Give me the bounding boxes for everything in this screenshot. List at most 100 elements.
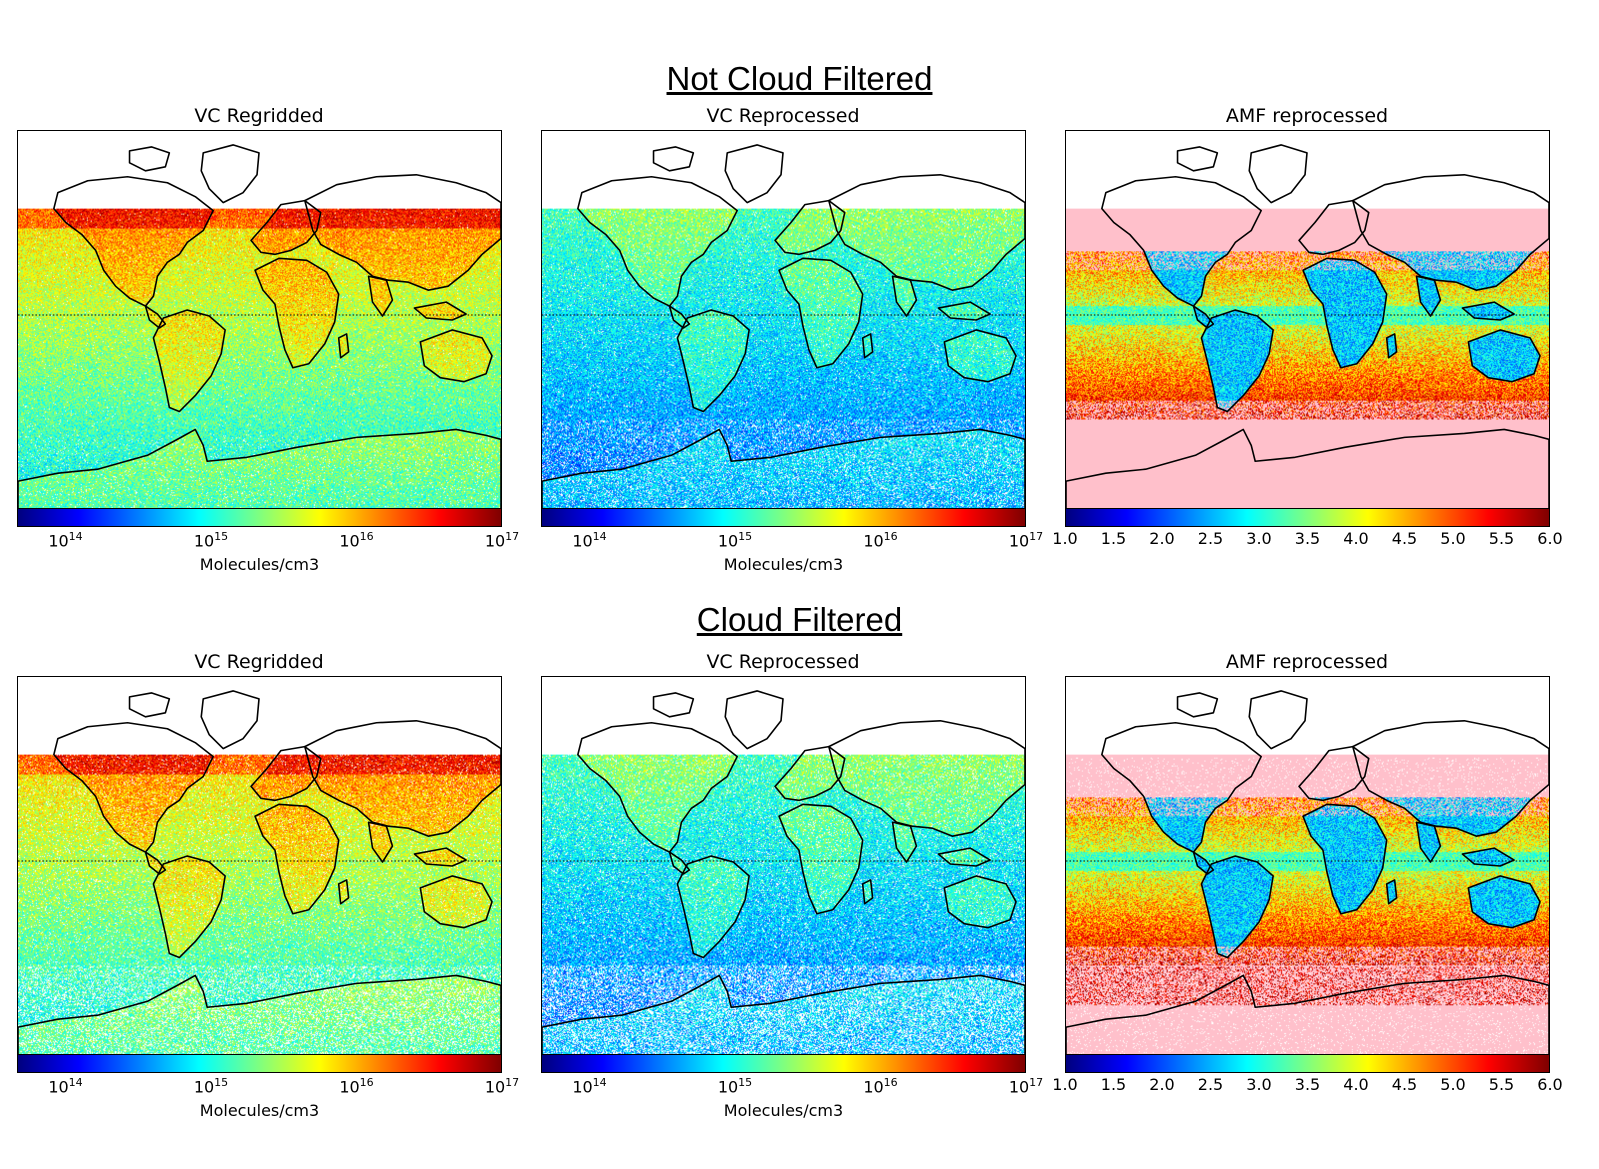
tick-base: 10 [193, 1077, 215, 1097]
colorbar-label: Molecules/cm3 [723, 1101, 844, 1120]
coastline [1352, 719, 1549, 837]
coastline [1415, 275, 1442, 317]
colorbar-tick-label: 1014 [572, 531, 606, 549]
tick-exponent: 16 [359, 1076, 374, 1089]
coastline [828, 719, 1025, 837]
colorbar-tick-label: 4.0 [1343, 529, 1369, 548]
colorbar-tick-label: 6.0 [1537, 1075, 1563, 1094]
tick-exponent: 14 [68, 1076, 83, 1089]
tick-exponent: 17 [505, 530, 520, 543]
colorbar-tick-label: 4.5 [1391, 1075, 1418, 1094]
colorbar-tick-label: 5.5 [1488, 1075, 1515, 1094]
coastline [778, 257, 864, 369]
panel-title: VC Reprocessed [706, 651, 860, 673]
data-raster [18, 677, 501, 1055]
colorbar-tick-label: 1.5 [1100, 1075, 1127, 1094]
colorbar-tick-label: 2.0 [1149, 1075, 1175, 1094]
tick-exponent: 15 [738, 1076, 753, 1089]
coastline [413, 301, 467, 321]
colorbar [541, 508, 1026, 527]
world-map-panel [541, 676, 1026, 1056]
world-map-panel [1065, 676, 1550, 1056]
coastline [1200, 855, 1274, 959]
map-canvas [1066, 131, 1549, 509]
coastline [1101, 721, 1262, 853]
coastline [1192, 851, 1215, 875]
tick-base: 10 [572, 1077, 593, 1097]
colorbar-tick-label: 4.0 [1343, 1075, 1369, 1094]
colorbar-tick-label: 1.0 [1052, 529, 1078, 548]
colorbar-tick-label: 1017 [1009, 1077, 1043, 1095]
coastline [304, 173, 501, 291]
panel-title: VC Reprocessed [706, 105, 860, 127]
tick-exponent: 15 [214, 1076, 229, 1089]
panel-title: VC Regridded [194, 105, 324, 127]
colorbar [17, 1054, 502, 1073]
tick-base: 10 [193, 531, 215, 551]
coastline [1066, 974, 1549, 1055]
coastline [128, 692, 171, 718]
coastline [1066, 428, 1549, 509]
colorbar-tick-label: 6.0 [1537, 529, 1563, 548]
coastline [1298, 199, 1370, 256]
panel-title: AMF reprocessed [1225, 651, 1389, 673]
colorbar-tick-label: 4.5 [1391, 529, 1418, 548]
coastline [937, 301, 991, 321]
tick-base: 10 [48, 531, 69, 551]
colorbar-tick-label: 3.5 [1294, 529, 1321, 548]
colorbar-tick-label: 1015 [718, 531, 752, 549]
colorbar-tick-label: 3.5 [1294, 1075, 1321, 1094]
coastline [1302, 803, 1388, 915]
world-map-panel [541, 130, 1026, 510]
coastline [676, 855, 750, 959]
coastline [18, 428, 501, 509]
colorbar [1065, 1054, 1550, 1073]
colorbar-tick-label: 1017 [485, 531, 519, 549]
coastline [200, 144, 260, 204]
coastline [937, 847, 991, 867]
tick-exponent: 16 [883, 1076, 898, 1089]
tick-base: 10 [484, 531, 506, 551]
data-raster [1066, 677, 1549, 1055]
coastline [337, 879, 350, 905]
section-title: Not Cloud Filtered [666, 60, 933, 97]
tick-base: 10 [484, 1077, 506, 1097]
coastline [1461, 301, 1515, 321]
colorbar-tick-label: 1015 [194, 531, 228, 549]
coastline [891, 275, 918, 317]
colorbar-tick-label: 1.0 [1052, 1075, 1078, 1094]
colorbar-label: Molecules/cm3 [199, 1101, 320, 1120]
coastline [778, 803, 864, 915]
colorbar-label: Molecules/cm3 [723, 555, 844, 574]
colorbar-tick-label: 2.0 [1149, 529, 1175, 548]
coastline [152, 309, 226, 413]
colorbar-tick-label: 1015 [194, 1077, 228, 1095]
coastline [152, 855, 226, 959]
coastline [128, 146, 171, 172]
coastline [367, 821, 394, 863]
map-canvas [1066, 677, 1549, 1055]
coastline [774, 199, 846, 256]
coastline [1467, 875, 1541, 929]
tick-exponent: 15 [738, 530, 753, 543]
coastline [250, 199, 322, 256]
tick-base: 10 [48, 1077, 69, 1097]
coastline [254, 257, 340, 369]
tick-exponent: 14 [592, 1076, 607, 1089]
coastline [1385, 879, 1398, 905]
tick-base: 10 [717, 1077, 739, 1097]
tick-base: 10 [572, 531, 593, 551]
coastline [144, 305, 167, 329]
map-canvas [18, 677, 501, 1055]
coastline [18, 974, 501, 1055]
coastline [1101, 175, 1262, 307]
tick-base: 10 [339, 1077, 360, 1097]
coastline [304, 719, 501, 837]
world-map-panel [17, 130, 502, 510]
coastline [828, 173, 1025, 291]
coastline [1461, 847, 1515, 867]
coastline [861, 333, 874, 359]
coastline [891, 821, 918, 863]
coastline [861, 879, 874, 905]
coastline [676, 309, 750, 413]
